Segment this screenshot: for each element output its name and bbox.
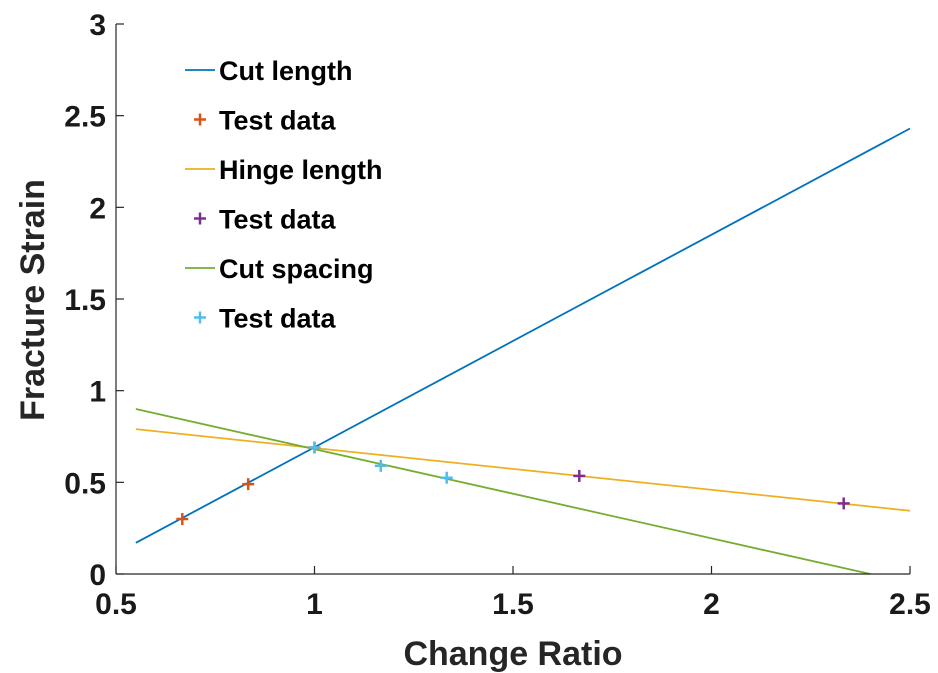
y-tick-label: 0 — [89, 559, 106, 592]
legend-item: Test data — [194, 304, 337, 334]
series-line-4 — [135, 408, 871, 575]
x-tick-label: 1.5 — [492, 588, 534, 621]
legend-item: Test data — [194, 106, 337, 136]
y-tick-label: 1.5 — [64, 284, 106, 317]
legend-item: Cut length — [185, 56, 352, 86]
data-point — [374, 459, 387, 472]
tick-labels: 0.5 1 1.5 2 2.500.511.522.53 — [64, 9, 931, 621]
legend-label: Test data — [219, 304, 337, 334]
x-tick-label: 2.5 — [889, 588, 931, 621]
legend-marker-swatch — [194, 311, 206, 324]
y-axis-title: Fracture Strain — [14, 179, 52, 421]
data-point — [573, 469, 586, 482]
legend-label: Test data — [219, 205, 337, 235]
data-point — [176, 513, 189, 525]
x-tick-label: 2 — [703, 588, 720, 621]
legend-label: Test data — [219, 106, 337, 136]
legend-item: Cut spacing — [185, 254, 374, 284]
data-point — [837, 497, 850, 510]
legend-marker-swatch — [194, 113, 206, 126]
y-tick-label: 0.5 — [64, 467, 106, 500]
y-tick-label: 3 — [89, 9, 106, 42]
legend-marker-swatch — [194, 212, 206, 225]
data-point — [242, 478, 255, 491]
legend-label: Hinge length — [219, 155, 383, 185]
data-point — [440, 471, 453, 484]
legend-label: Cut length — [219, 56, 352, 86]
y-tick-label: 1 — [89, 376, 106, 409]
y-tick-label: 2.5 — [64, 101, 106, 134]
legend-item: Test data — [194, 205, 337, 235]
axes — [115, 23, 911, 575]
x-tick-label: 1 — [306, 588, 323, 621]
series-line-2 — [135, 428, 911, 512]
y-tick-label: 2 — [89, 192, 106, 225]
legend-item: Hinge length — [185, 155, 383, 185]
series-line-0 — [135, 127, 911, 544]
x-axis-title: Change Ratio — [403, 635, 622, 673]
data-point — [308, 441, 321, 454]
legend: Cut length Test data Hinge length Test data… — [185, 56, 383, 334]
plot-area — [135, 127, 911, 575]
legend-label: Cut spacing — [219, 254, 374, 284]
x-tick-label: 0.5 — [95, 588, 137, 621]
